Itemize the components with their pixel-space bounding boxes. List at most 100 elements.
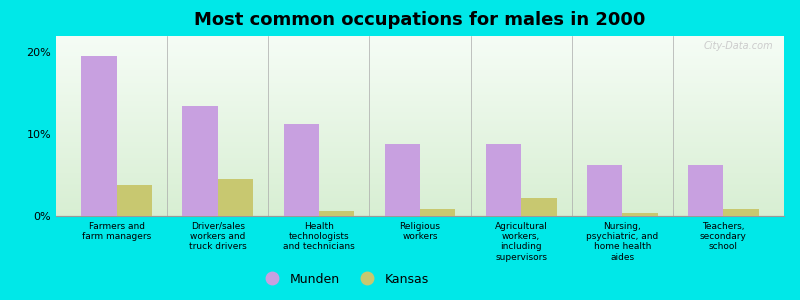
Bar: [56, 182, 784, 184]
Bar: [56, 103, 784, 104]
Bar: [56, 146, 784, 148]
Bar: [56, 137, 784, 139]
Bar: [56, 83, 784, 85]
Bar: [56, 58, 784, 59]
Bar: [56, 119, 784, 121]
Bar: [56, 65, 784, 67]
Bar: [56, 176, 784, 178]
Bar: [56, 162, 784, 164]
Bar: [56, 184, 784, 185]
Bar: [56, 175, 784, 176]
Bar: [587, 165, 622, 216]
Bar: [521, 198, 557, 216]
Bar: [56, 155, 784, 157]
Bar: [56, 97, 784, 99]
Bar: [56, 76, 784, 77]
Bar: [56, 133, 784, 135]
Bar: [56, 169, 784, 171]
Bar: [56, 121, 784, 122]
Bar: [56, 211, 784, 212]
Bar: [56, 101, 784, 103]
Bar: [56, 88, 784, 90]
Bar: [56, 47, 784, 49]
Bar: [56, 115, 784, 117]
Bar: [56, 56, 784, 58]
Bar: [56, 45, 784, 47]
Bar: [56, 72, 784, 74]
Bar: [56, 173, 784, 175]
Bar: [56, 61, 784, 63]
Bar: [688, 165, 723, 216]
Bar: [56, 79, 784, 81]
Bar: [56, 212, 784, 214]
Bar: [56, 94, 784, 95]
Bar: [420, 208, 455, 216]
Bar: [56, 198, 784, 200]
Bar: [56, 122, 784, 124]
Bar: [56, 196, 784, 198]
Bar: [56, 81, 784, 83]
Bar: [56, 148, 784, 149]
Bar: [56, 38, 784, 40]
Bar: [56, 126, 784, 128]
Bar: [56, 54, 784, 56]
Bar: [56, 124, 784, 126]
Bar: [56, 59, 784, 61]
Bar: [56, 144, 784, 146]
Bar: [56, 205, 784, 207]
Bar: [56, 180, 784, 182]
Bar: [56, 151, 784, 153]
Bar: [117, 185, 152, 216]
Bar: [56, 191, 784, 193]
Bar: [56, 49, 784, 50]
Bar: [56, 167, 784, 169]
Bar: [56, 158, 784, 160]
Bar: [56, 166, 784, 167]
Bar: [56, 171, 784, 173]
Bar: [56, 50, 784, 52]
Bar: [56, 77, 784, 79]
Bar: [56, 157, 784, 158]
Bar: [56, 112, 784, 113]
Bar: [385, 144, 420, 216]
Bar: [56, 86, 784, 88]
Bar: [319, 211, 354, 216]
Bar: [56, 194, 784, 196]
Bar: [56, 110, 784, 112]
Bar: [56, 70, 784, 72]
Bar: [622, 213, 658, 216]
Bar: [56, 113, 784, 115]
Bar: [283, 124, 319, 216]
Bar: [56, 106, 784, 108]
Bar: [218, 179, 253, 216]
Bar: [56, 142, 784, 144]
Bar: [56, 85, 784, 86]
Bar: [56, 164, 784, 166]
Bar: [56, 95, 784, 97]
Bar: [56, 130, 784, 131]
Text: City-Data.com: City-Data.com: [703, 41, 773, 51]
Bar: [56, 99, 784, 101]
Bar: [56, 153, 784, 155]
Bar: [56, 117, 784, 119]
Bar: [56, 140, 784, 142]
Bar: [56, 43, 784, 45]
Bar: [56, 214, 784, 216]
Bar: [56, 90, 784, 92]
Bar: [56, 139, 784, 140]
Bar: [56, 187, 784, 189]
Bar: [56, 135, 784, 137]
Bar: [56, 36, 784, 38]
Bar: [56, 149, 784, 151]
Bar: [182, 106, 218, 216]
Legend: Munden, Kansas: Munden, Kansas: [254, 268, 434, 291]
Title: Most common occupations for males in 2000: Most common occupations for males in 200…: [194, 11, 646, 29]
Bar: [56, 104, 784, 106]
Bar: [56, 131, 784, 133]
Bar: [56, 202, 784, 203]
Bar: [56, 178, 784, 180]
Bar: [56, 189, 784, 191]
Bar: [56, 67, 784, 68]
Bar: [56, 160, 784, 162]
Bar: [56, 74, 784, 76]
